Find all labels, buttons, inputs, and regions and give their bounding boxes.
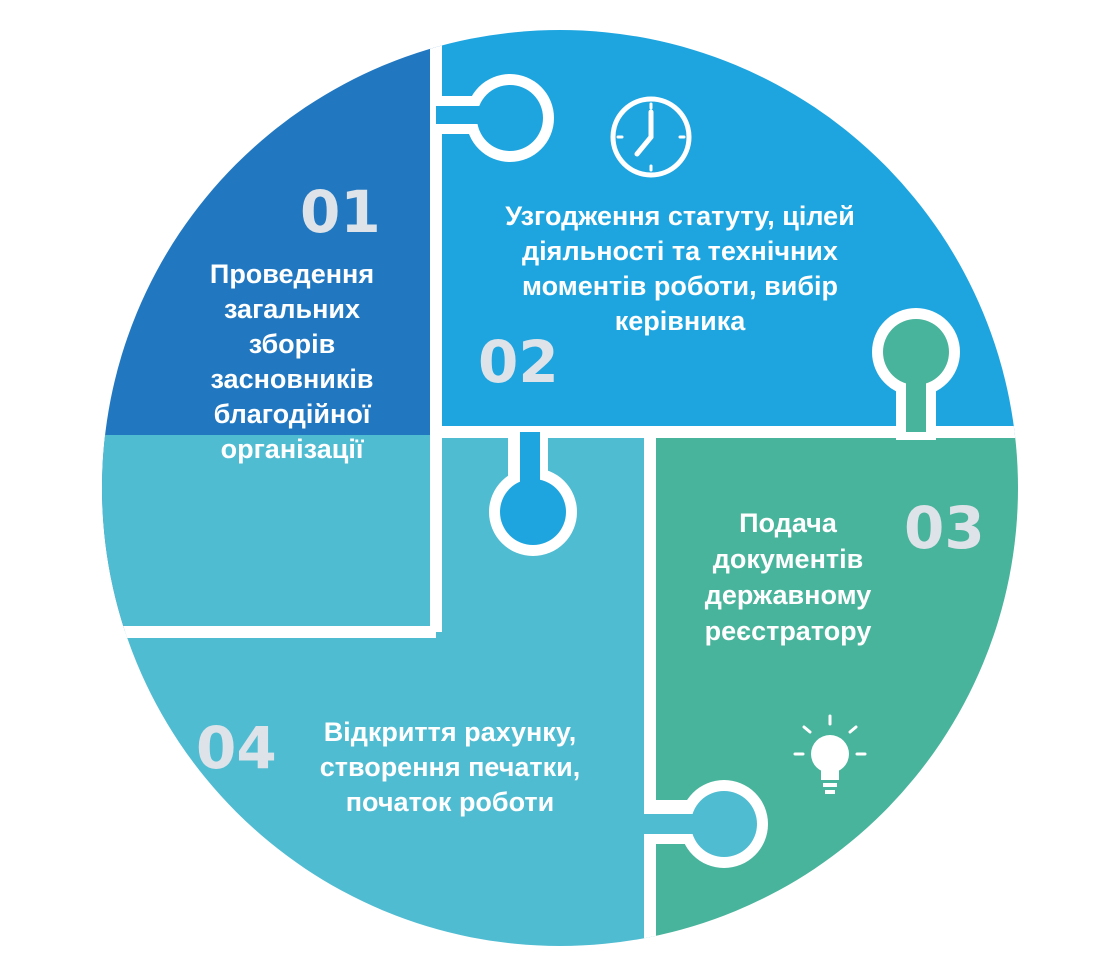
step-04-label: Відкриття рахунку, створення печатки, по… — [320, 717, 581, 817]
step-03-line: державному — [705, 580, 871, 610]
step-01-line: засновників — [210, 364, 373, 394]
step-02-line: моментів роботи, вибір — [522, 271, 838, 301]
step-01-line: організації — [221, 434, 365, 464]
step-02-line: керівника — [615, 306, 747, 336]
step-02-line: Узгодження статуту, цілей — [505, 201, 855, 231]
lightbulb-icon — [793, 714, 867, 794]
step-03-number: 03 — [904, 494, 985, 562]
step-01-number: 01 — [300, 178, 381, 246]
step-03-line: Подача — [739, 508, 838, 538]
step-01-line: загальних — [224, 294, 360, 324]
step-01-line: благодійної — [214, 399, 372, 429]
piece-03 — [650, 435, 1018, 946]
step-03-line: документів — [713, 544, 863, 574]
step-04-line: створення печатки, — [320, 752, 581, 782]
step-04-line: початок роботи — [346, 787, 555, 817]
step-02-label: Узгодження статуту, цілей діяльності та … — [505, 201, 855, 336]
step-01-label: Проведення загальних зборів засновників … — [210, 259, 374, 464]
step-01-line: зборів — [249, 329, 336, 359]
step-03-label: Подача документів державному реєстратору — [705, 508, 872, 646]
step-04-line: Відкриття рахунку, — [324, 717, 577, 747]
step-02-number: 02 — [478, 328, 559, 396]
step-03-line: реєстратору — [705, 616, 872, 646]
step-04-number: 04 — [196, 714, 277, 782]
step-02-line: діяльності та технічних — [522, 236, 838, 266]
step-01-line: Проведення — [210, 259, 374, 289]
clock-icon — [610, 96, 692, 178]
